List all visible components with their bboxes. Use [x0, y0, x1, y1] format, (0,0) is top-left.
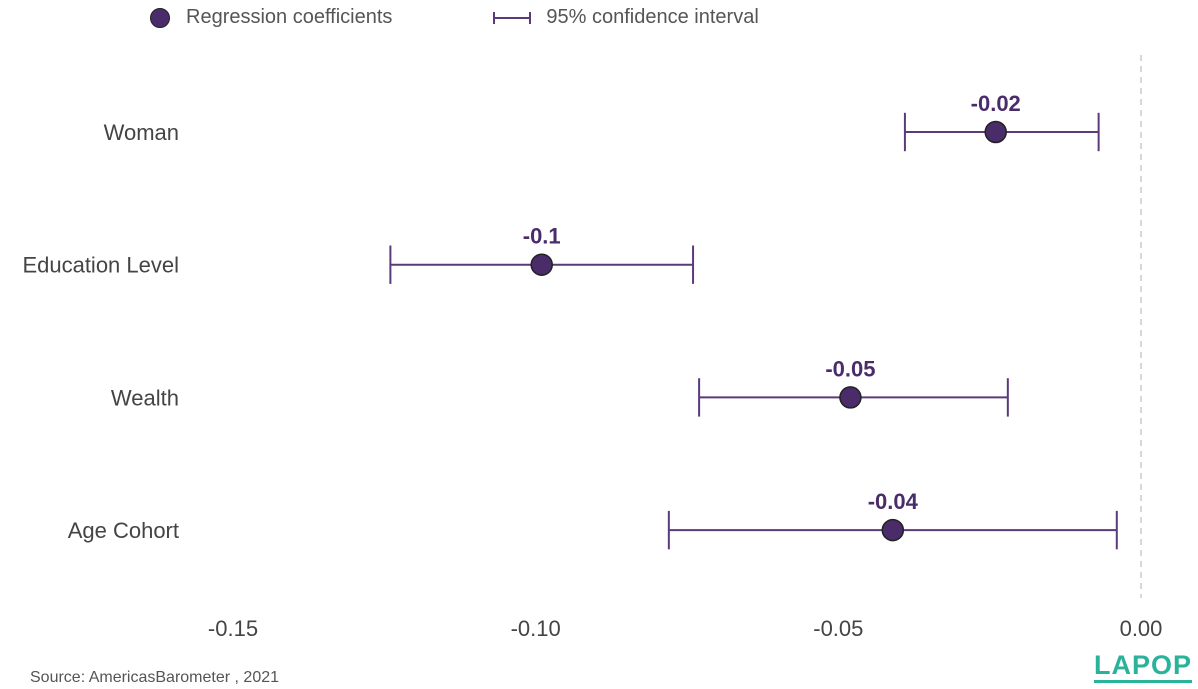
legend-item-coefficients: Regression coefficients [150, 6, 392, 29]
x-tick-label: -0.10 [511, 616, 561, 641]
coefficient-point [881, 518, 905, 542]
coefficient-point [984, 120, 1007, 144]
legend: Regression coefficients 95% confidence i… [150, 6, 859, 29]
data-label: -0.04 [868, 489, 919, 514]
category-label: Education Level [22, 253, 179, 278]
category-label: Wealth [111, 385, 179, 410]
confidence-interval-icon [493, 11, 532, 24]
legend-dot-icon [150, 7, 170, 28]
category-label: Woman [104, 120, 179, 145]
coefficient-point [839, 386, 862, 409]
coefficient-point [530, 253, 553, 276]
legend-ci-label: 95% confidence interval [546, 6, 759, 28]
coefficient-chart: -0.15 -0.10 -0.05 0.00 Woman -0.02 Education L… [22, 55, 1163, 641]
data-label: -0.02 [971, 91, 1021, 116]
x-tick-label: -0.15 [208, 616, 258, 641]
legend-item-ci: 95% confidence interval [492, 6, 759, 29]
source-note: Source: AmericasBarometer , 2021 [30, 669, 280, 686]
lapop-logo: LAPOP [1093, 650, 1192, 683]
x-tick-label: -0.05 [813, 616, 863, 641]
legend-coefficients-label: Regression coefficients [186, 6, 393, 28]
category-label: Age Cohort [68, 518, 179, 543]
data-label: -0.05 [825, 356, 875, 381]
data-label: -0.1 [523, 224, 561, 249]
x-tick-label: 0.00 [1120, 616, 1163, 641]
